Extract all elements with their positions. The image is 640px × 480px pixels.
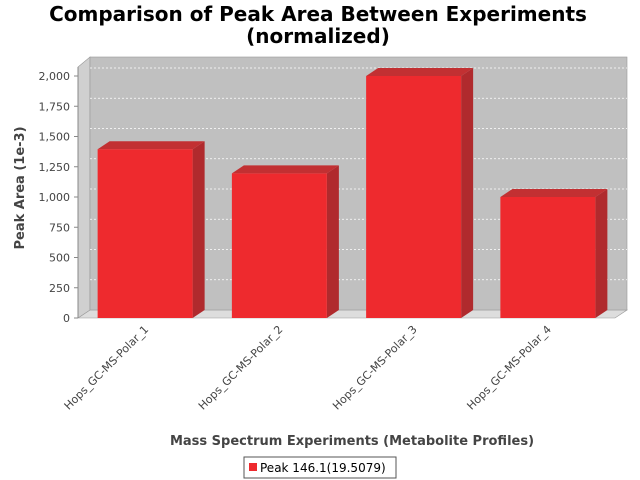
y-tick-label: 1,250: [39, 161, 71, 174]
y-tick-label: 1,750: [39, 100, 71, 113]
y-tick-label: 750: [49, 221, 70, 234]
y-axis-label: Peak Area (1e-3): [13, 126, 28, 249]
y-tick-label: 1,000: [39, 191, 71, 204]
y-tick-label: 2,000: [39, 70, 71, 83]
x-tick-label: Hops_GC-MS-Polar_1: [62, 323, 152, 413]
bar-side: [461, 68, 474, 318]
bar: [97, 149, 193, 318]
legend-box: [243, 456, 397, 479]
y-tick-label: 500: [49, 252, 70, 265]
y-tick-label: 0: [63, 312, 70, 325]
bar: [500, 197, 596, 318]
bar-top: [500, 189, 608, 197]
bar: [366, 76, 462, 318]
legend-swatch: [249, 463, 257, 471]
x-axis-categories: Hops_GC-MS-Polar_1 Hops_GC-MS-Polar_2 Hops…: [62, 323, 554, 413]
legend-label: Peak 146.1(19.5079): [260, 461, 386, 475]
bar-side: [326, 165, 339, 318]
x-tick-label: Hops_GC-MS-Polar_4: [464, 323, 554, 413]
x-tick-label: Hops_GC-MS-Polar_3: [330, 323, 420, 413]
plot-left-wall: [77, 56, 91, 319]
y-axis: 0 250 500 750 1,000 1,250 1,500 1,750 2,000: [39, 67, 79, 325]
bar-top: [97, 141, 205, 150]
x-axis-label: Mass Spectrum Experiments (Metabolite Pr…: [170, 434, 534, 449]
y-tick-label: 1,500: [39, 131, 71, 144]
chart-title-line-2: (normalized): [246, 24, 390, 48]
bars: [97, 68, 608, 318]
bar-side: [595, 189, 608, 318]
legend: Peak 146.1(19.5079): [243, 456, 397, 479]
bar-top: [231, 165, 339, 174]
x-tick-label: Hops_GC-MS-Polar_2: [196, 323, 286, 413]
bar: [231, 173, 327, 318]
bar-top: [366, 68, 474, 76]
chart-title-line-1: Comparison of Peak Area Between Experime…: [49, 2, 587, 26]
bar-side: [192, 141, 205, 318]
y-tick-label: 250: [49, 282, 70, 295]
